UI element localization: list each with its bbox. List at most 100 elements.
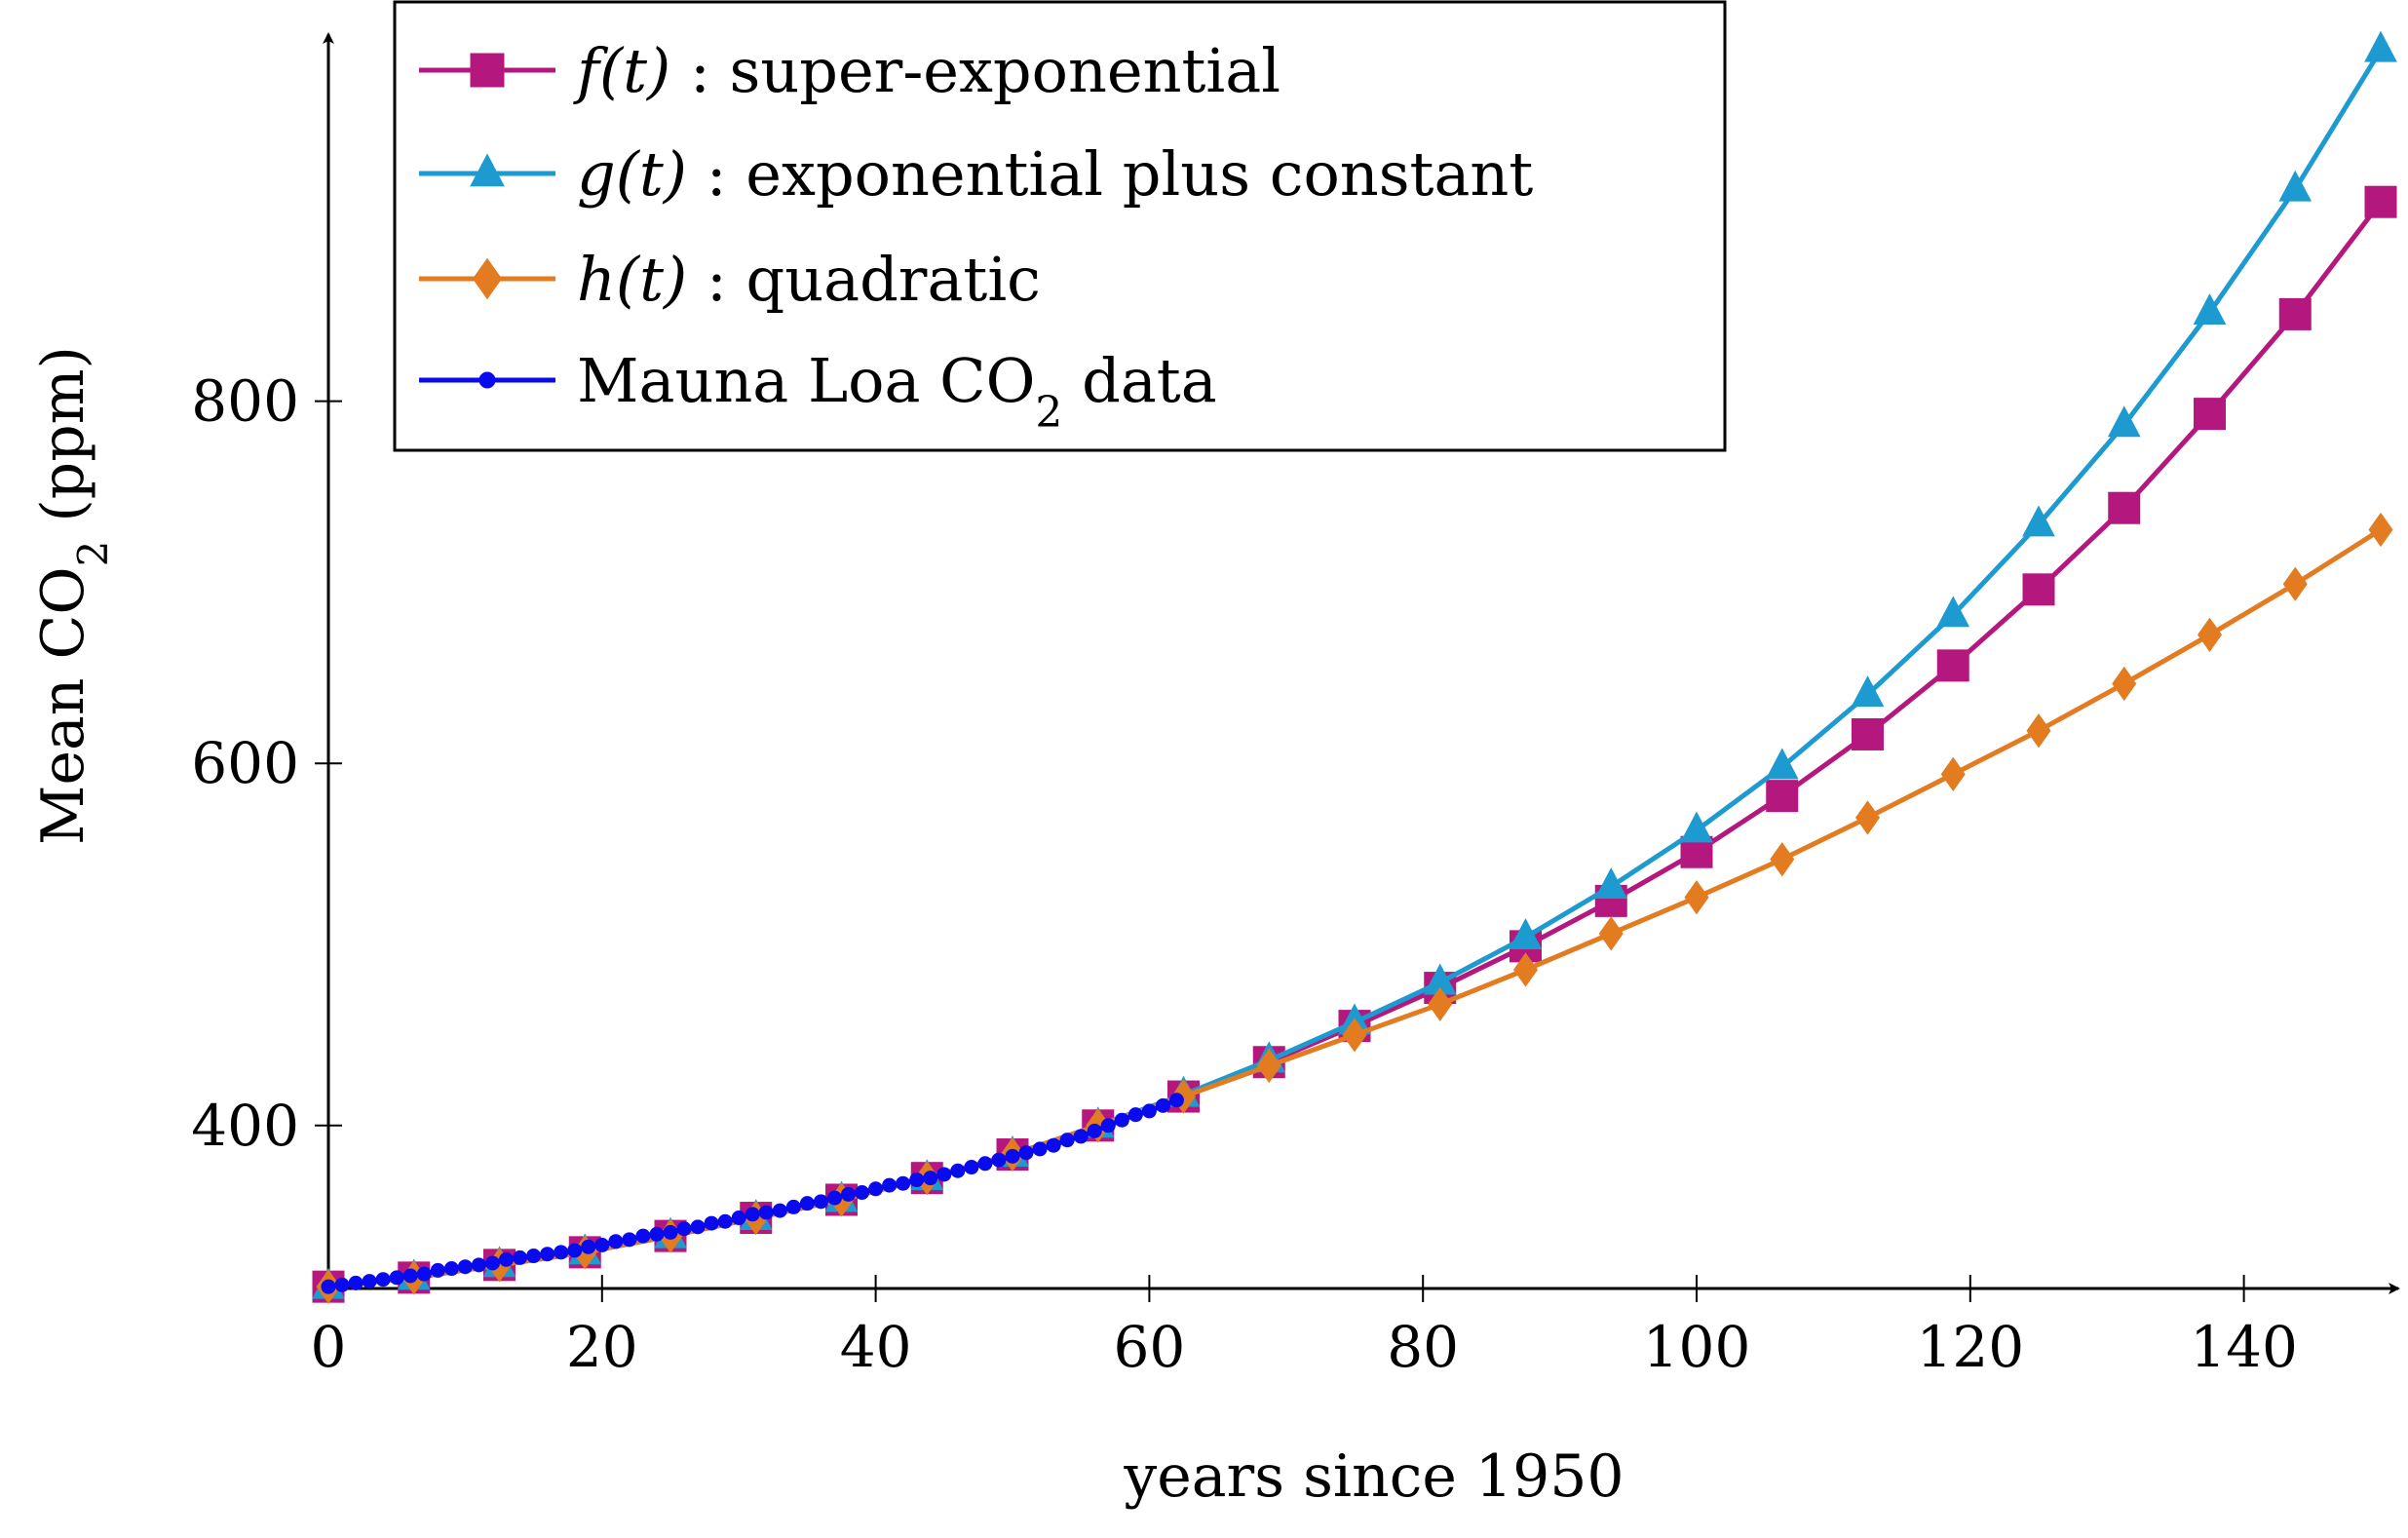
circle-marker [841,1186,857,1202]
circle-marker [1168,1093,1184,1108]
legend-entry: f(t) : super-exponential [419,35,1280,106]
circle-marker [554,1245,569,1260]
triangle-marker [1851,675,1885,708]
circle-marker [581,1239,596,1254]
legend-label: g(t) : exponential plus constant [577,138,1533,210]
legend-entry: Mauna Loa CO2 data [419,345,1217,438]
circle-marker [991,1152,1007,1168]
triangle-marker [1765,748,1799,780]
circle-marker [1100,1118,1116,1134]
series-line [327,527,2383,1289]
circle-marker [540,1247,555,1262]
diamond-marker [472,257,503,300]
circle-marker [731,1211,746,1226]
circle-marker [785,1199,801,1214]
legend-text: : quadratic [687,244,1041,315]
y-axis-title-main: Mean CO [29,566,97,845]
triangle-marker [1509,918,1543,950]
diamond-marker [1598,916,1624,951]
diamond-marker [2197,617,2223,652]
plot-series [312,30,2397,1304]
x-tick-label: 40 [840,1314,912,1380]
x-tick-label: 80 [1387,1314,1459,1380]
legend-label: Mauna Loa CO2 data [577,345,1217,438]
circle-marker [826,1190,842,1206]
circle-marker [1005,1148,1020,1164]
square-marker [470,53,505,88]
diamond-marker [2368,512,2393,548]
legend-box [393,0,1727,452]
circle-marker [321,1279,336,1294]
legend-text: : super-exponential [670,35,1280,106]
legend-text: Mauna Loa CO [577,345,1035,416]
diamond-marker [1854,800,1881,835]
diamond-marker [1256,1048,1281,1084]
circle-marker [909,1173,925,1188]
circle-marker [936,1167,952,1182]
legend-entry: h(t) : quadratic [419,244,1041,315]
legend-math: f(t) [573,35,670,106]
circle-marker [389,1270,404,1286]
circle-marker [478,371,496,389]
legend-math: h(t) [577,244,687,315]
triangle-marker [2278,170,2312,202]
circle-marker [402,1268,418,1284]
circle-marker [690,1219,706,1235]
circle-marker [1018,1145,1034,1161]
diamond-marker [1770,841,1795,877]
circle-marker [416,1266,432,1282]
x-tick-label: 120 [1916,1314,2024,1380]
circle-marker [799,1196,815,1211]
y-ticks: 400 600 800 [191,368,342,1159]
triangle-marker [1936,596,1970,628]
circle-marker [717,1213,733,1229]
legend-label: h(t) : quadratic [577,244,1041,315]
legend-subscript: 2 [1035,388,1062,438]
x-tick-label: 20 [566,1314,638,1380]
legend-text: : exponential plus constant [687,138,1533,210]
circle-marker [1141,1103,1157,1119]
circle-marker [375,1272,391,1288]
triangle-marker [470,153,505,187]
circle-marker [499,1251,515,1267]
circle-marker [567,1243,583,1258]
circle-marker [772,1203,787,1218]
diamond-marker [1684,880,1709,915]
circle-marker [758,1205,774,1220]
circle-marker [1059,1133,1075,1148]
series-2 [316,512,2393,1304]
circle-marker [484,1255,500,1271]
circle-marker [1087,1123,1102,1138]
circle-marker [1032,1141,1048,1157]
square-marker [1852,717,1884,750]
circle-marker [1046,1137,1061,1153]
circle-marker [348,1275,363,1290]
circle-marker [950,1163,966,1178]
square-marker [1766,780,1799,813]
diamond-marker [1342,1018,1367,1053]
circle-marker [1114,1112,1129,1128]
circle-marker [813,1194,828,1210]
diamond-marker [2282,566,2308,601]
circle-marker [923,1171,938,1186]
axes [323,32,2400,1294]
circle-marker [1073,1129,1089,1144]
y-tick-label: 800 [191,368,299,435]
square-marker [2108,491,2141,524]
circle-marker [649,1226,665,1242]
y-tick-label: 400 [191,1093,299,1159]
circle-marker [977,1156,993,1172]
triangle-marker [2022,505,2055,537]
diamond-marker [1428,986,1453,1021]
legend-math: g(t) [577,138,687,210]
circle-marker [663,1224,678,1240]
series-line [327,1097,1178,1289]
triangle-marker [1594,867,1628,899]
triangle-marker [2193,293,2227,326]
y-tick-label: 600 [191,730,299,796]
circle-marker [745,1207,760,1222]
triangle-marker [2107,405,2141,438]
circle-marker [608,1234,624,1250]
triangle-marker [2364,30,2397,62]
